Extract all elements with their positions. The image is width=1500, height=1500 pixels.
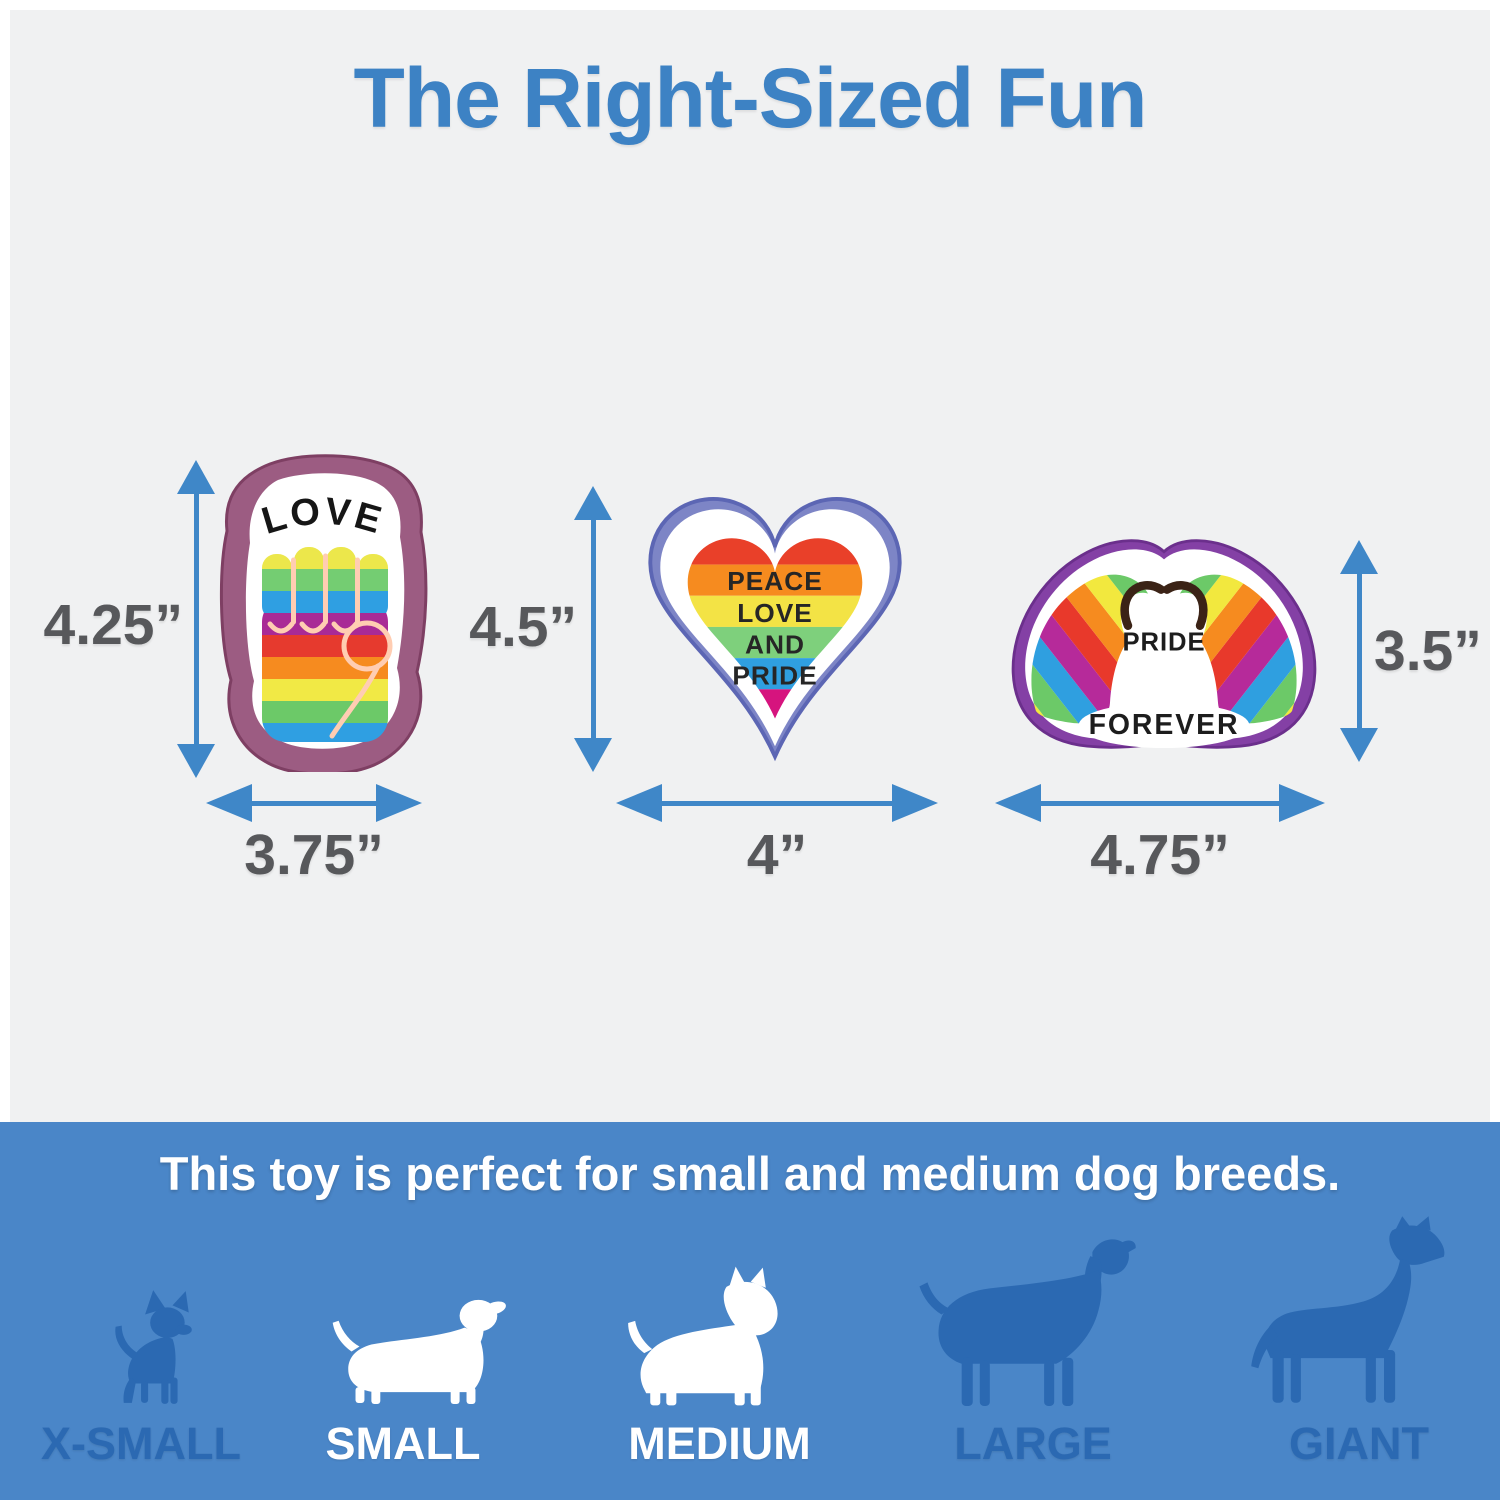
- toy-pride-hands-graphic: PRIDE FOREVER: [1011, 539, 1317, 749]
- forever-gap: [1078, 702, 1250, 749]
- size-label-x-small: X-SMALL: [41, 1418, 241, 1469]
- toy-peace-heart-graphic: PEACE LOVE AND PRIDE: [648, 496, 902, 762]
- dachshund-icon: [332, 1299, 506, 1404]
- finger-heart-icon: [1120, 581, 1208, 630]
- hands-toy-word-top: PRIDE: [1122, 628, 1205, 656]
- size-label-small: SMALL: [325, 1418, 481, 1469]
- height-arrow: [1340, 540, 1378, 762]
- bull-terrier-icon: [628, 1266, 778, 1406]
- width-arrow: [616, 784, 938, 822]
- heart-gap: [1121, 592, 1207, 691]
- height-arrow: [177, 460, 215, 778]
- size-label-medium: MEDIUM: [628, 1418, 811, 1469]
- svg-text:LOVE: LOVE: [737, 598, 813, 628]
- width-label: 4.75”: [1090, 823, 1230, 887]
- hands-toy-word-bottom: FOREVER: [1089, 709, 1240, 741]
- svg-text:AND: AND: [745, 629, 805, 659]
- height-arrow: [574, 486, 612, 772]
- size-label-giant: GIANT: [1289, 1418, 1429, 1469]
- width-arrow: [206, 784, 422, 822]
- chihuahua-icon: [115, 1290, 192, 1404]
- width-arrow: [995, 784, 1325, 822]
- height-label: 4.5”: [469, 595, 577, 659]
- fist-stitching: [267, 553, 393, 739]
- spaniel-icon: [919, 1239, 1136, 1406]
- toy-love-fist-graphic: LOVE: [219, 454, 428, 772]
- size-label-large: LARGE: [954, 1418, 1112, 1469]
- heart-toy-words: PEACE LOVE AND PRIDE: [727, 566, 822, 690]
- banner-message: This toy is perfect for small and medium…: [159, 1147, 1341, 1200]
- width-label: 3.75”: [244, 823, 384, 887]
- svg-text:PEACE: PEACE: [727, 566, 822, 596]
- width-label: 4”: [746, 823, 808, 887]
- height-label: 3.5”: [1374, 619, 1482, 683]
- height-label: 4.25”: [43, 593, 183, 657]
- svg-text:PRIDE: PRIDE: [732, 660, 817, 690]
- great-dane-icon: [1251, 1216, 1445, 1403]
- page-title: The Right-Sized Fun: [353, 51, 1148, 145]
